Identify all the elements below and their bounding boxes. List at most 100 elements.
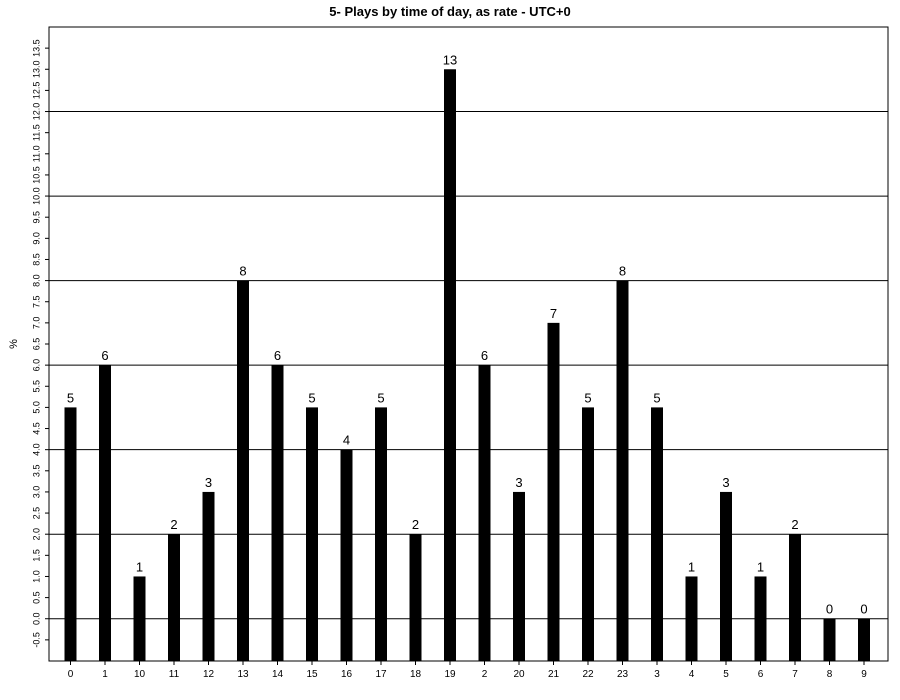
bar	[99, 365, 111, 661]
bar	[64, 407, 77, 661]
x-tick-label: 22	[582, 669, 594, 680]
y-tick-label: -0.5	[31, 632, 41, 648]
x-tick-label: 4	[689, 669, 695, 680]
data-label: 8	[619, 264, 626, 279]
x-tick-label: 11	[169, 669, 180, 680]
y-axis: -0.5 0.0 0.5 1.0 1.5 2.0 2.5 3.0 3.5 4.0 4.5 5.0 5.5…	[31, 39, 49, 648]
bar	[547, 322, 560, 661]
bar	[651, 407, 663, 661]
y-tick-label: 11.0	[31, 145, 41, 162]
bar	[133, 576, 146, 661]
x-tick-label: 1	[102, 669, 108, 680]
bars	[64, 69, 870, 662]
y-tick-label: 0.5	[31, 591, 41, 604]
x-tick-label: 14	[272, 669, 284, 680]
x-tick-label: 15	[306, 669, 318, 680]
x-tick-label: 13	[237, 669, 249, 680]
x-tick-label: 16	[341, 669, 353, 680]
x-tick-label: 17	[375, 669, 387, 680]
x-tick-label: 21	[548, 669, 560, 680]
bar	[306, 407, 318, 661]
bar	[444, 69, 456, 662]
bar	[375, 407, 387, 661]
data-label: 8	[239, 264, 246, 279]
x-tick-label: 6	[758, 669, 764, 680]
bar	[858, 618, 870, 661]
data-label: 6	[481, 348, 488, 363]
bar	[237, 280, 249, 661]
bar	[582, 407, 594, 661]
x-tick-label: 19	[444, 669, 456, 680]
data-label: 5	[67, 390, 74, 405]
y-tick-label: 1.5	[31, 549, 41, 562]
x-tick-label: 9	[861, 669, 867, 680]
bar	[340, 449, 353, 661]
bar	[789, 534, 801, 661]
data-label: 4	[343, 433, 350, 448]
y-tick-label: 4.5	[31, 422, 41, 435]
x-axis: 0 1 10 11 12 13 14 15 16 17 18 19 2 20 21 22 23 3 4 5 6 7 8 9	[68, 661, 867, 680]
y-tick-label: 2.0	[31, 528, 41, 541]
data-label: 5	[377, 390, 384, 405]
data-label: 13	[443, 52, 457, 67]
bar	[478, 365, 491, 661]
y-tick-label: 4.0	[31, 443, 41, 456]
y-tick-label: 1.0	[31, 570, 41, 583]
bar	[685, 576, 698, 661]
y-tick-label: 7.5	[31, 295, 41, 308]
bar	[168, 534, 180, 661]
y-tick-label: 12.5	[31, 82, 41, 100]
bar	[202, 491, 215, 661]
data-label: 7	[550, 306, 557, 321]
data-label: 0	[826, 602, 833, 617]
bar	[409, 534, 422, 661]
bar	[616, 280, 629, 661]
y-tick-label: 6.5	[31, 338, 41, 351]
x-tick-label: 0	[68, 669, 74, 680]
data-label: 2	[412, 517, 419, 532]
y-tick-label: 8.5	[31, 253, 41, 266]
y-tick-label: 11.5	[31, 124, 41, 141]
x-tick-label: 7	[792, 669, 798, 680]
y-tick-label: 10.0	[31, 187, 41, 205]
data-label: 6	[274, 348, 281, 363]
bar	[720, 491, 732, 661]
data-label: 1	[688, 559, 695, 574]
chart-title: 5- Plays by time of day, as rate - UTC+0	[329, 4, 571, 19]
data-label: 0	[860, 602, 867, 617]
x-tick-label: 12	[203, 669, 215, 680]
y-tick-label: 3.5	[31, 465, 41, 478]
y-tick-label: 12.0	[31, 103, 41, 121]
data-label: 5	[653, 390, 660, 405]
data-label: 3	[205, 475, 212, 490]
y-tick-label: 6.0	[31, 359, 41, 372]
y-tick-label: 7.0	[31, 317, 41, 330]
y-tick-label: 0.0	[31, 612, 41, 625]
data-label: 2	[170, 517, 177, 532]
bar	[513, 491, 525, 661]
data-label: 1	[136, 559, 143, 574]
gridlines	[49, 111, 888, 620]
x-tick-label: 18	[410, 669, 422, 680]
y-tick-label: 2.5	[31, 507, 41, 520]
y-tick-label: 13.0	[31, 61, 41, 79]
data-label: 6	[101, 348, 108, 363]
y-axis-title: %	[8, 339, 20, 349]
x-tick-label: 8	[827, 669, 833, 680]
bar	[754, 576, 767, 661]
data-label: 5	[308, 390, 315, 405]
y-tick-label: 5.5	[31, 380, 41, 393]
y-tick-label: 5.0	[31, 401, 41, 414]
x-tick-label: 10	[134, 669, 146, 680]
data-label: 3	[722, 475, 729, 490]
x-tick-label: 2	[482, 669, 488, 680]
x-tick-label: 3	[654, 669, 660, 680]
y-tick-label: 10.5	[31, 166, 41, 184]
x-tick-label: 5	[723, 669, 729, 680]
bar	[823, 618, 836, 661]
y-tick-label: 8.0	[31, 274, 41, 287]
bar	[271, 365, 284, 661]
y-tick-label: 9.0	[31, 232, 41, 245]
data-label: 1	[757, 559, 764, 574]
